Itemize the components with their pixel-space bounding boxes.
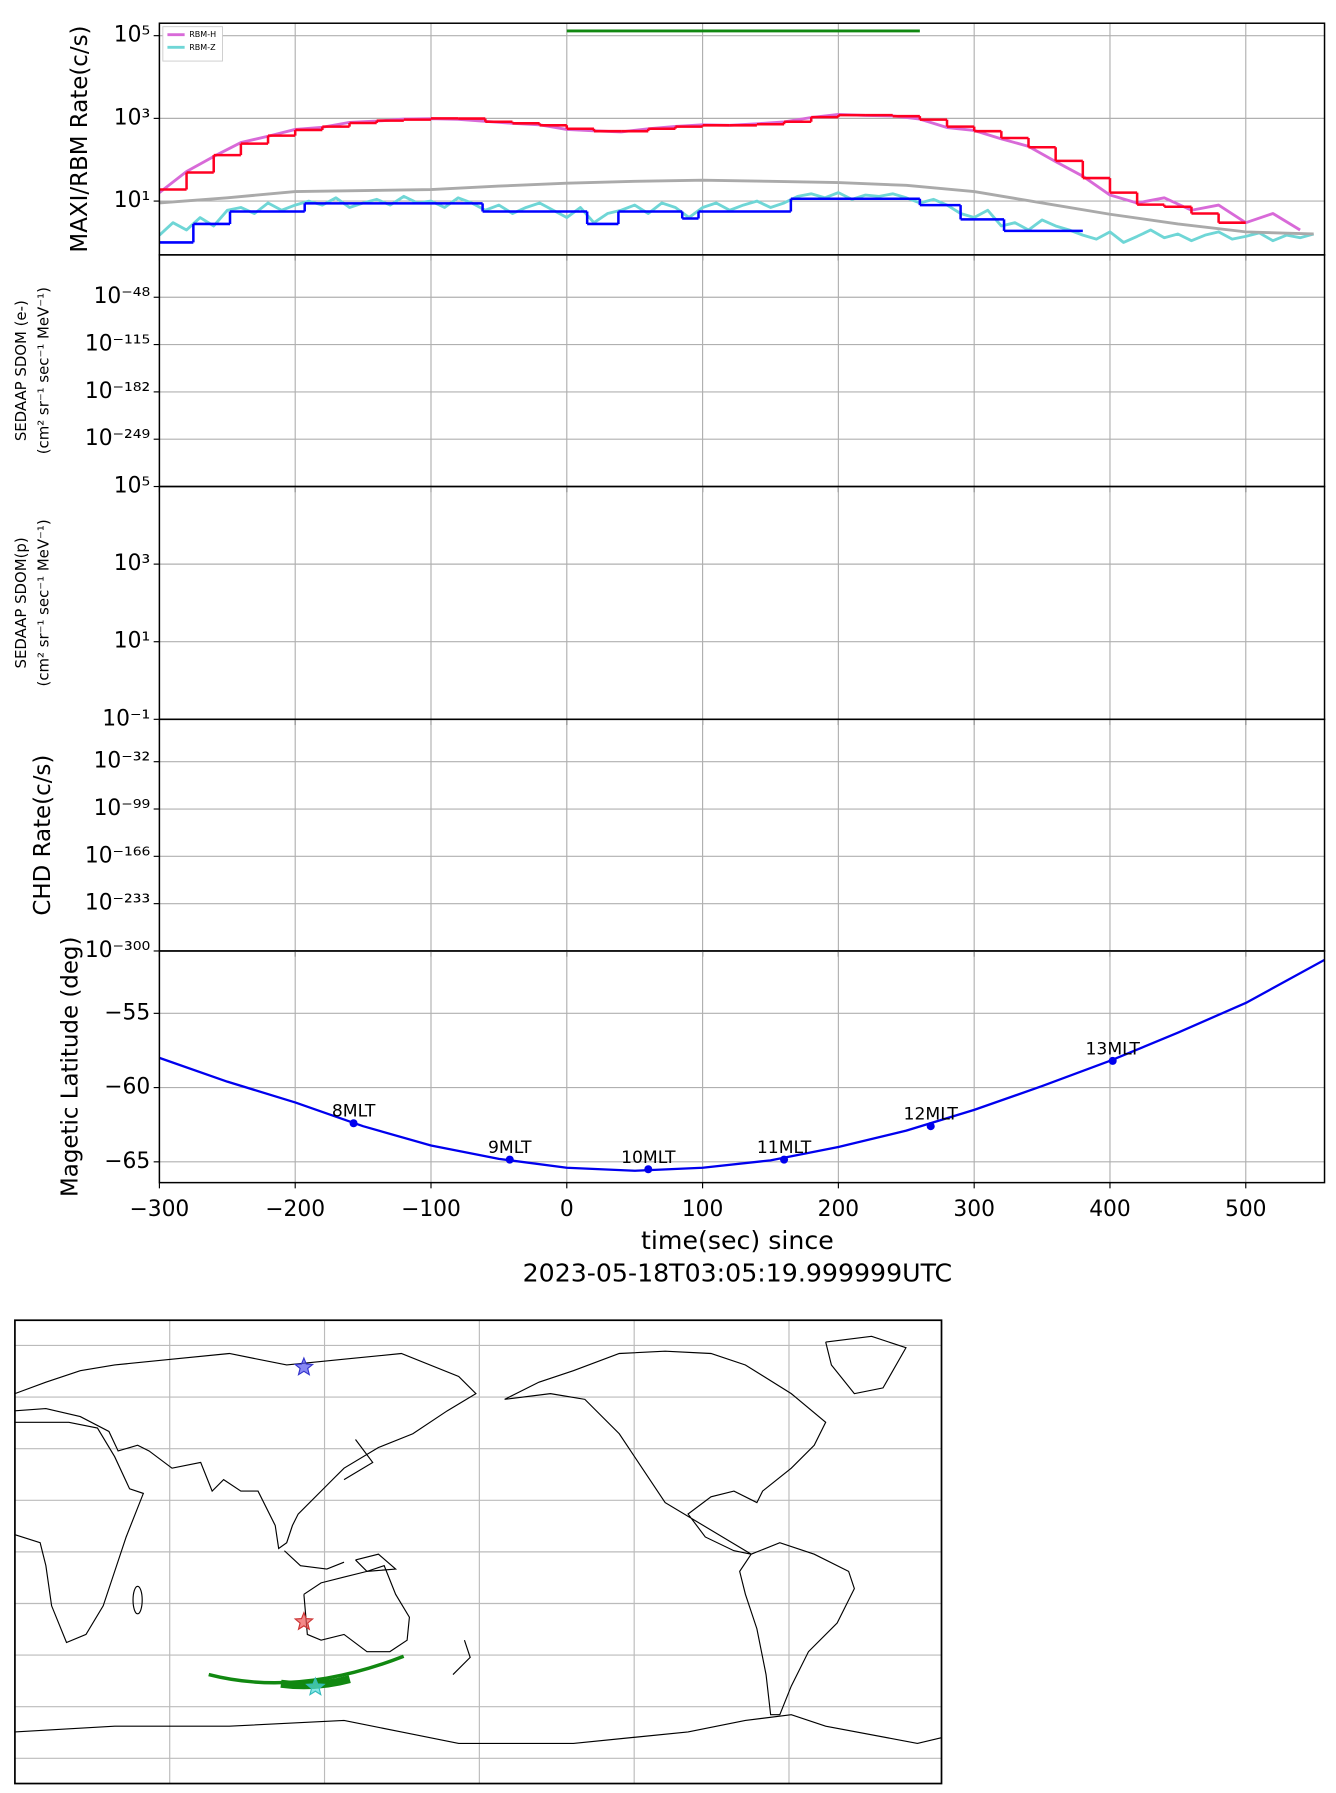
- y-axis-label: (cm² sr⁻¹ sec⁻¹ MeV⁻¹): [35, 519, 53, 686]
- series-line: [159, 191, 1315, 244]
- y-axis-label: Magetic Latitude (deg): [58, 937, 84, 1197]
- africa: [14, 1421, 145, 1644]
- series-line: [159, 178, 1314, 236]
- y-tick-label: 10⁻¹: [102, 706, 150, 731]
- y-axis-label: (cm² sr⁻¹ sec⁻¹ MeV⁻¹): [35, 287, 53, 454]
- panel: 10⁻³² 10⁻⁹⁹ 10⁻¹⁶⁶ 10⁻²³³ 10⁻³⁰⁰ CHD Rate(c/s…: [30, 718, 1326, 963]
- annotation-point: [926, 1122, 935, 1131]
- x-axis-label: time(sec) since: [641, 1226, 834, 1255]
- world-map: [14, 1319, 943, 1785]
- annotation-point: [505, 1155, 514, 1164]
- x-tick-label: −300: [130, 1197, 190, 1222]
- y-axis-label: CHD Rate(c/s): [30, 755, 56, 916]
- x-tick-label: 0: [560, 1197, 574, 1222]
- antarctica: [14, 1714, 942, 1744]
- series-line: [159, 958, 1325, 1172]
- map-frame: [14, 1319, 943, 1785]
- coastlines: [14, 1335, 942, 1744]
- annotation-point: [644, 1165, 653, 1174]
- y-tick-label: 10⁻¹⁸²: [85, 379, 150, 404]
- x-tick-label: −100: [401, 1197, 461, 1222]
- star-marker: [293, 1611, 315, 1631]
- annotation-point: [349, 1119, 358, 1128]
- y-tick-label: 10⁻¹¹⁵: [85, 332, 150, 357]
- panel-frame: [158, 950, 1326, 1184]
- legend-label: RBM-Z: [189, 43, 216, 52]
- y-axis-label: SEDAAP SDOM (e-): [12, 300, 30, 441]
- y-tick-label: 10⁵: [114, 474, 150, 499]
- y-tick-label: 10¹: [114, 629, 150, 654]
- annotation-label: 9MLT: [488, 1138, 532, 1158]
- x-tick-label: 500: [1225, 1197, 1267, 1222]
- annotation-label: 8MLT: [332, 1102, 376, 1122]
- legend-box: [162, 26, 223, 62]
- x-tick-label: 100: [682, 1197, 724, 1222]
- y-tick-label: 10³: [114, 105, 150, 130]
- y-tick-label: −55: [104, 1000, 150, 1025]
- annotation-point: [1108, 1056, 1117, 1065]
- y-tick-label: 10⁻³²: [94, 749, 151, 774]
- annotation-label: 13MLT: [1085, 1039, 1140, 1059]
- panel: −300 −200 −100 0 100 200 300 400 500 −55 −60 −65 8ML…: [58, 937, 1326, 1287]
- legend-label: RBM-H: [189, 30, 216, 39]
- y-tick-label: −65: [104, 1149, 150, 1174]
- indonesia: [284, 1550, 345, 1570]
- y-tick-label: 10⁵: [114, 23, 150, 48]
- legend: RBM-H RBM-Z: [162, 26, 223, 62]
- annotation-label: 11MLT: [757, 1138, 812, 1158]
- y-axis-label: MAXI/RBM Rate(c/s): [67, 26, 93, 253]
- new-zealand: [452, 1640, 471, 1675]
- eurasia: [14, 1352, 477, 1550]
- greenland: [825, 1335, 907, 1395]
- madagascar: [132, 1585, 143, 1615]
- panel-frame: [158, 485, 1326, 721]
- map-grid: [14, 1320, 942, 1784]
- y-tick-label: −60: [104, 1075, 150, 1100]
- annotation-point: [780, 1155, 789, 1164]
- x-tick-label: 200: [818, 1197, 860, 1222]
- y-tick-label: 10⁻²³³: [85, 891, 150, 916]
- y-tick-label: 10⁻¹⁶⁶: [85, 843, 151, 868]
- south-america: [739, 1542, 855, 1716]
- australia: [303, 1564, 410, 1653]
- panel-frame: [158, 254, 1326, 488]
- y-tick-label: 10¹: [114, 188, 150, 213]
- north-america: [504, 1350, 827, 1555]
- annotation-label: 10MLT: [621, 1148, 676, 1168]
- x-tick-label: 400: [1089, 1197, 1131, 1222]
- y-tick-label: 10⁻⁴⁸: [94, 284, 151, 309]
- y-axis-label: SEDAAP SDOM(p): [12, 537, 30, 668]
- star-marker: [293, 1356, 315, 1376]
- new-guinea: [355, 1553, 398, 1572]
- panel: 10⁵ 10³ 10¹ 10⁻¹ SEDAAP SDOM(p) (cm² sr⁻¹ sec…: [12, 474, 1326, 731]
- japan: [343, 1439, 374, 1481]
- annotation-label: 12MLT: [904, 1105, 959, 1125]
- plot-area: [159, 958, 1325, 1172]
- y-tick-label: 10⁻²⁴⁹: [85, 426, 150, 451]
- x-tick-label: 300: [953, 1197, 995, 1222]
- x-axis-label: 2023-05-18T03:05:19.999999UTC: [523, 1258, 953, 1287]
- star-marker: [305, 1676, 326, 1696]
- panel: 10⁻⁴⁸ 10⁻¹¹⁵ 10⁻¹⁸² 10⁻²⁴⁹ SEDAAP SDOM (e-) (…: [12, 254, 1326, 493]
- panel-frame: [158, 718, 1326, 952]
- y-tick-label: 10⁻³⁰⁰: [85, 938, 150, 963]
- y-tick-label: 10⁻⁹⁹: [94, 796, 151, 821]
- panel: 10⁵ 10³ 10¹ MAXI/RBM Rate(c/s) RBM-H RBM-Z: [67, 22, 1326, 261]
- plot-area: [159, 29, 1315, 244]
- x-tick-label: −200: [265, 1197, 325, 1222]
- y-tick-label: 10³: [114, 551, 150, 576]
